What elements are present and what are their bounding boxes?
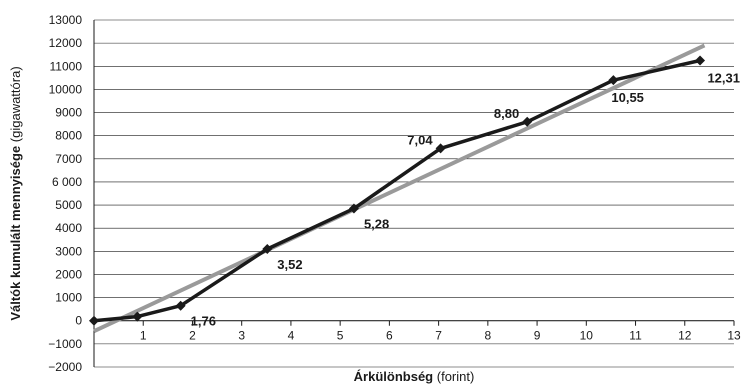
data-labels: 1,76 3,52 5,28 7,04 8,80 10,55 12,31 — [191, 70, 740, 328]
x-tick-label: 11 — [629, 329, 642, 343]
data-label: 1,76 — [191, 314, 216, 329]
x-tick-label: 7 — [435, 329, 442, 343]
x-tick-label: 8 — [485, 329, 492, 343]
x-tick-label: 1 — [140, 329, 147, 343]
y-axis-title: Váltók kumulált mennyisége (gigawattóra) — [8, 66, 23, 320]
data-label: 10,55 — [611, 90, 644, 105]
x-tick-label: 6 — [386, 329, 393, 343]
data-point — [175, 300, 186, 311]
data-point — [89, 315, 99, 326]
trend-line — [93, 43, 706, 333]
x-tick-label: 10 — [580, 329, 594, 343]
y-tick-label: −1000 — [48, 337, 82, 351]
x-tick-label: 12 — [678, 329, 692, 343]
x-tick-label: 4 — [288, 329, 295, 343]
y-tick-label: 4000 — [55, 221, 82, 235]
y-tick-label: 12000 — [49, 36, 83, 50]
x-tick-label: 2 — [189, 329, 196, 343]
y-tick-label: 9000 — [55, 106, 82, 120]
x-tick-label: 3 — [238, 329, 245, 343]
x-tick-label: 5 — [337, 329, 344, 343]
x-axis-title-bold: Árkülönbség — [354, 369, 434, 384]
y-tick-label: 6 000 — [52, 175, 82, 189]
data-label: 7,04 — [407, 132, 433, 147]
x-axis-title: Árkülönbség (forint) — [354, 369, 475, 384]
y-tick-label: 8000 — [55, 129, 82, 143]
trend-line-series — [93, 43, 706, 333]
axes — [93, 20, 735, 367]
tick-labels: −2000 −1000 0 1000 2000 3000 4000 5000 6 000 7000… — [48, 13, 741, 374]
y-tick-label: 0 — [75, 314, 82, 328]
gridlines — [94, 19, 734, 368]
data-point — [695, 55, 706, 66]
y-tick-label: 1000 — [55, 291, 82, 305]
data-point — [435, 143, 446, 154]
x-axis-title-unit: (forint) — [433, 369, 474, 384]
y-axis-title-bold: Váltók kumulált mennyisége — [8, 146, 23, 321]
data-point — [262, 244, 273, 255]
y-tick-label: 3000 — [55, 244, 82, 258]
y-tick-label: 7000 — [55, 152, 82, 166]
x-tick-label: 9 — [534, 329, 541, 343]
y-tick-label: 2000 — [55, 267, 82, 281]
data-label: 5,28 — [364, 217, 389, 232]
y-axis-title-unit: (gigawattóra) — [8, 66, 23, 145]
x-tick-label: 13 — [727, 329, 741, 343]
data-point — [522, 116, 533, 127]
y-tick-label: −2000 — [48, 360, 82, 374]
data-point — [132, 311, 143, 322]
data-point — [348, 203, 359, 214]
y-tick-label: 13000 — [49, 13, 83, 27]
y-tick-label: 11000 — [50, 59, 83, 73]
data-label: 8,80 — [494, 106, 519, 121]
y-tick-label: 10000 — [49, 82, 83, 96]
data-label: 12,31 — [707, 70, 740, 85]
main-series — [89, 55, 706, 326]
y-tick-label: 5000 — [55, 198, 82, 212]
data-point — [608, 75, 619, 86]
data-label: 3,52 — [277, 257, 302, 272]
